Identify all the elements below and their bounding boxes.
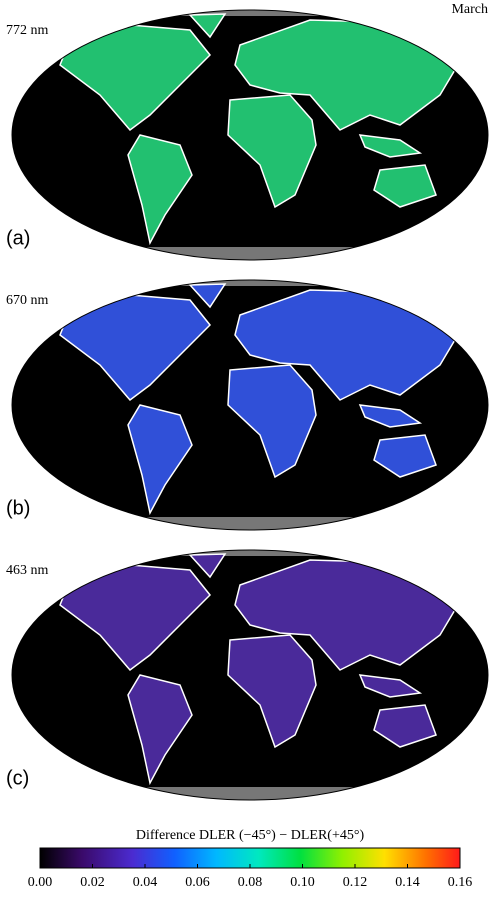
map-outline [11,279,489,531]
maps [11,9,489,801]
colorbar-tick-label: 0.16 [448,875,473,890]
month: March [451,2,488,17]
colorbar-tick-label: 0.14 [395,875,420,890]
panel-label: (a) [6,227,30,249]
colorbar-tick-label: 0.12 [343,875,368,890]
wavelength: 463 nm [6,563,49,578]
colorbar-tick-label: 0.00 [28,875,53,890]
map-panel [11,279,489,531]
wavelength: 670 nm [6,293,49,308]
polar-north [12,10,488,16]
map-outline [11,9,489,261]
polar-north [12,280,488,286]
panel-label: (c) [6,767,29,789]
colorbar-tick-label: 0.10 [290,875,315,890]
polar-north [12,550,488,556]
colorbar-tick-label: 0.04 [133,875,158,890]
colorbar-tick-label: 0.06 [185,875,210,890]
wavelength: 772 nm [6,23,49,38]
colorbar-title: Difference DLER (−45°) − DLER(+45°) [136,828,365,843]
map-panel [11,549,489,801]
panel-label: (b) [6,497,30,519]
colorbar-tick-label: 0.08 [238,875,263,890]
map-outline [11,549,489,801]
map-panel [11,9,489,261]
colorbar-tick-label: 0.02 [80,875,105,890]
